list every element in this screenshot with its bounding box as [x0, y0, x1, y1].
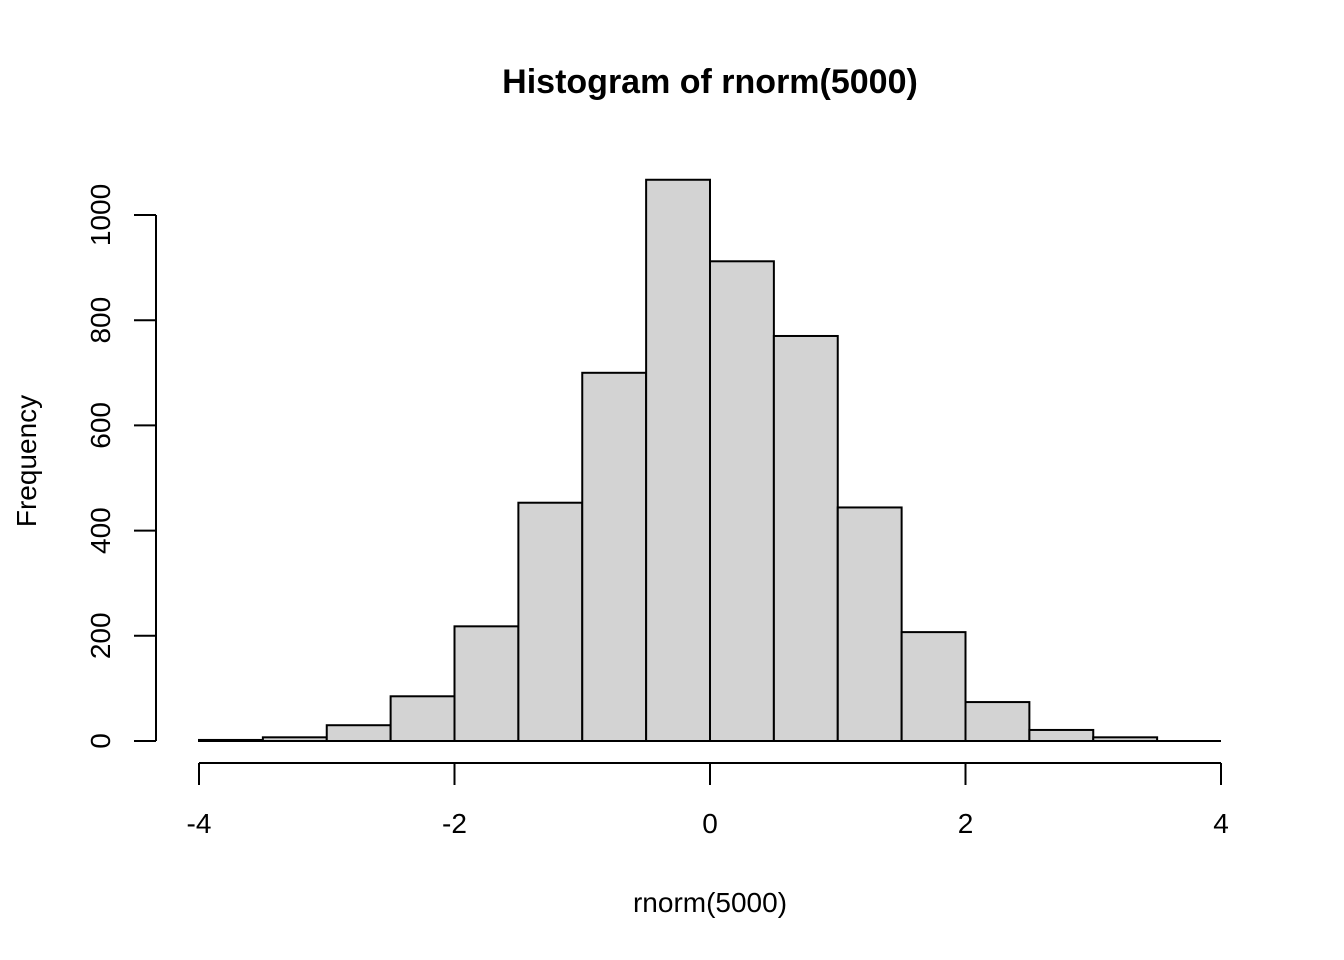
histogram-bar [772, 334, 839, 742]
histogram-bar [1028, 728, 1095, 742]
histogram-bar [389, 695, 456, 742]
y-axis: 0 200 400 600 800 1000 [85, 184, 157, 749]
x-tick-label: 2 [958, 808, 974, 839]
histogram-bar [1092, 736, 1159, 742]
x-axis-label: rnorm(5000) [633, 887, 787, 918]
chart-title: Histogram of rnorm(5000) [502, 63, 918, 101]
histogram-bar [261, 736, 328, 742]
histogram-bar [453, 625, 520, 742]
y-tick-label: 200 [85, 612, 116, 659]
x-tick-label: -4 [187, 808, 212, 839]
histogram-bar [964, 701, 1031, 742]
histogram-bar [836, 506, 903, 742]
histogram-bar [325, 724, 392, 742]
x-tick-label: 4 [1213, 808, 1229, 839]
histogram-bar [900, 631, 967, 742]
y-tick-label: 0 [85, 733, 116, 749]
histogram-bar [581, 371, 648, 742]
x-axis: -4 -2 0 2 4 [187, 762, 1229, 839]
bars-group [198, 178, 1221, 742]
x-tick-label: -2 [442, 808, 467, 839]
histogram-bar [517, 501, 584, 742]
histogram-bar [198, 738, 264, 742]
histogram-bar [645, 178, 711, 742]
y-tick-label: 400 [85, 507, 116, 554]
y-tick-label: 1000 [85, 184, 116, 246]
y-axis-label: Frequency [11, 395, 42, 527]
histogram-bar [709, 260, 775, 742]
y-tick-label: 600 [85, 402, 116, 449]
x-tick-label: 0 [702, 808, 718, 839]
y-tick-label: 800 [85, 297, 116, 344]
